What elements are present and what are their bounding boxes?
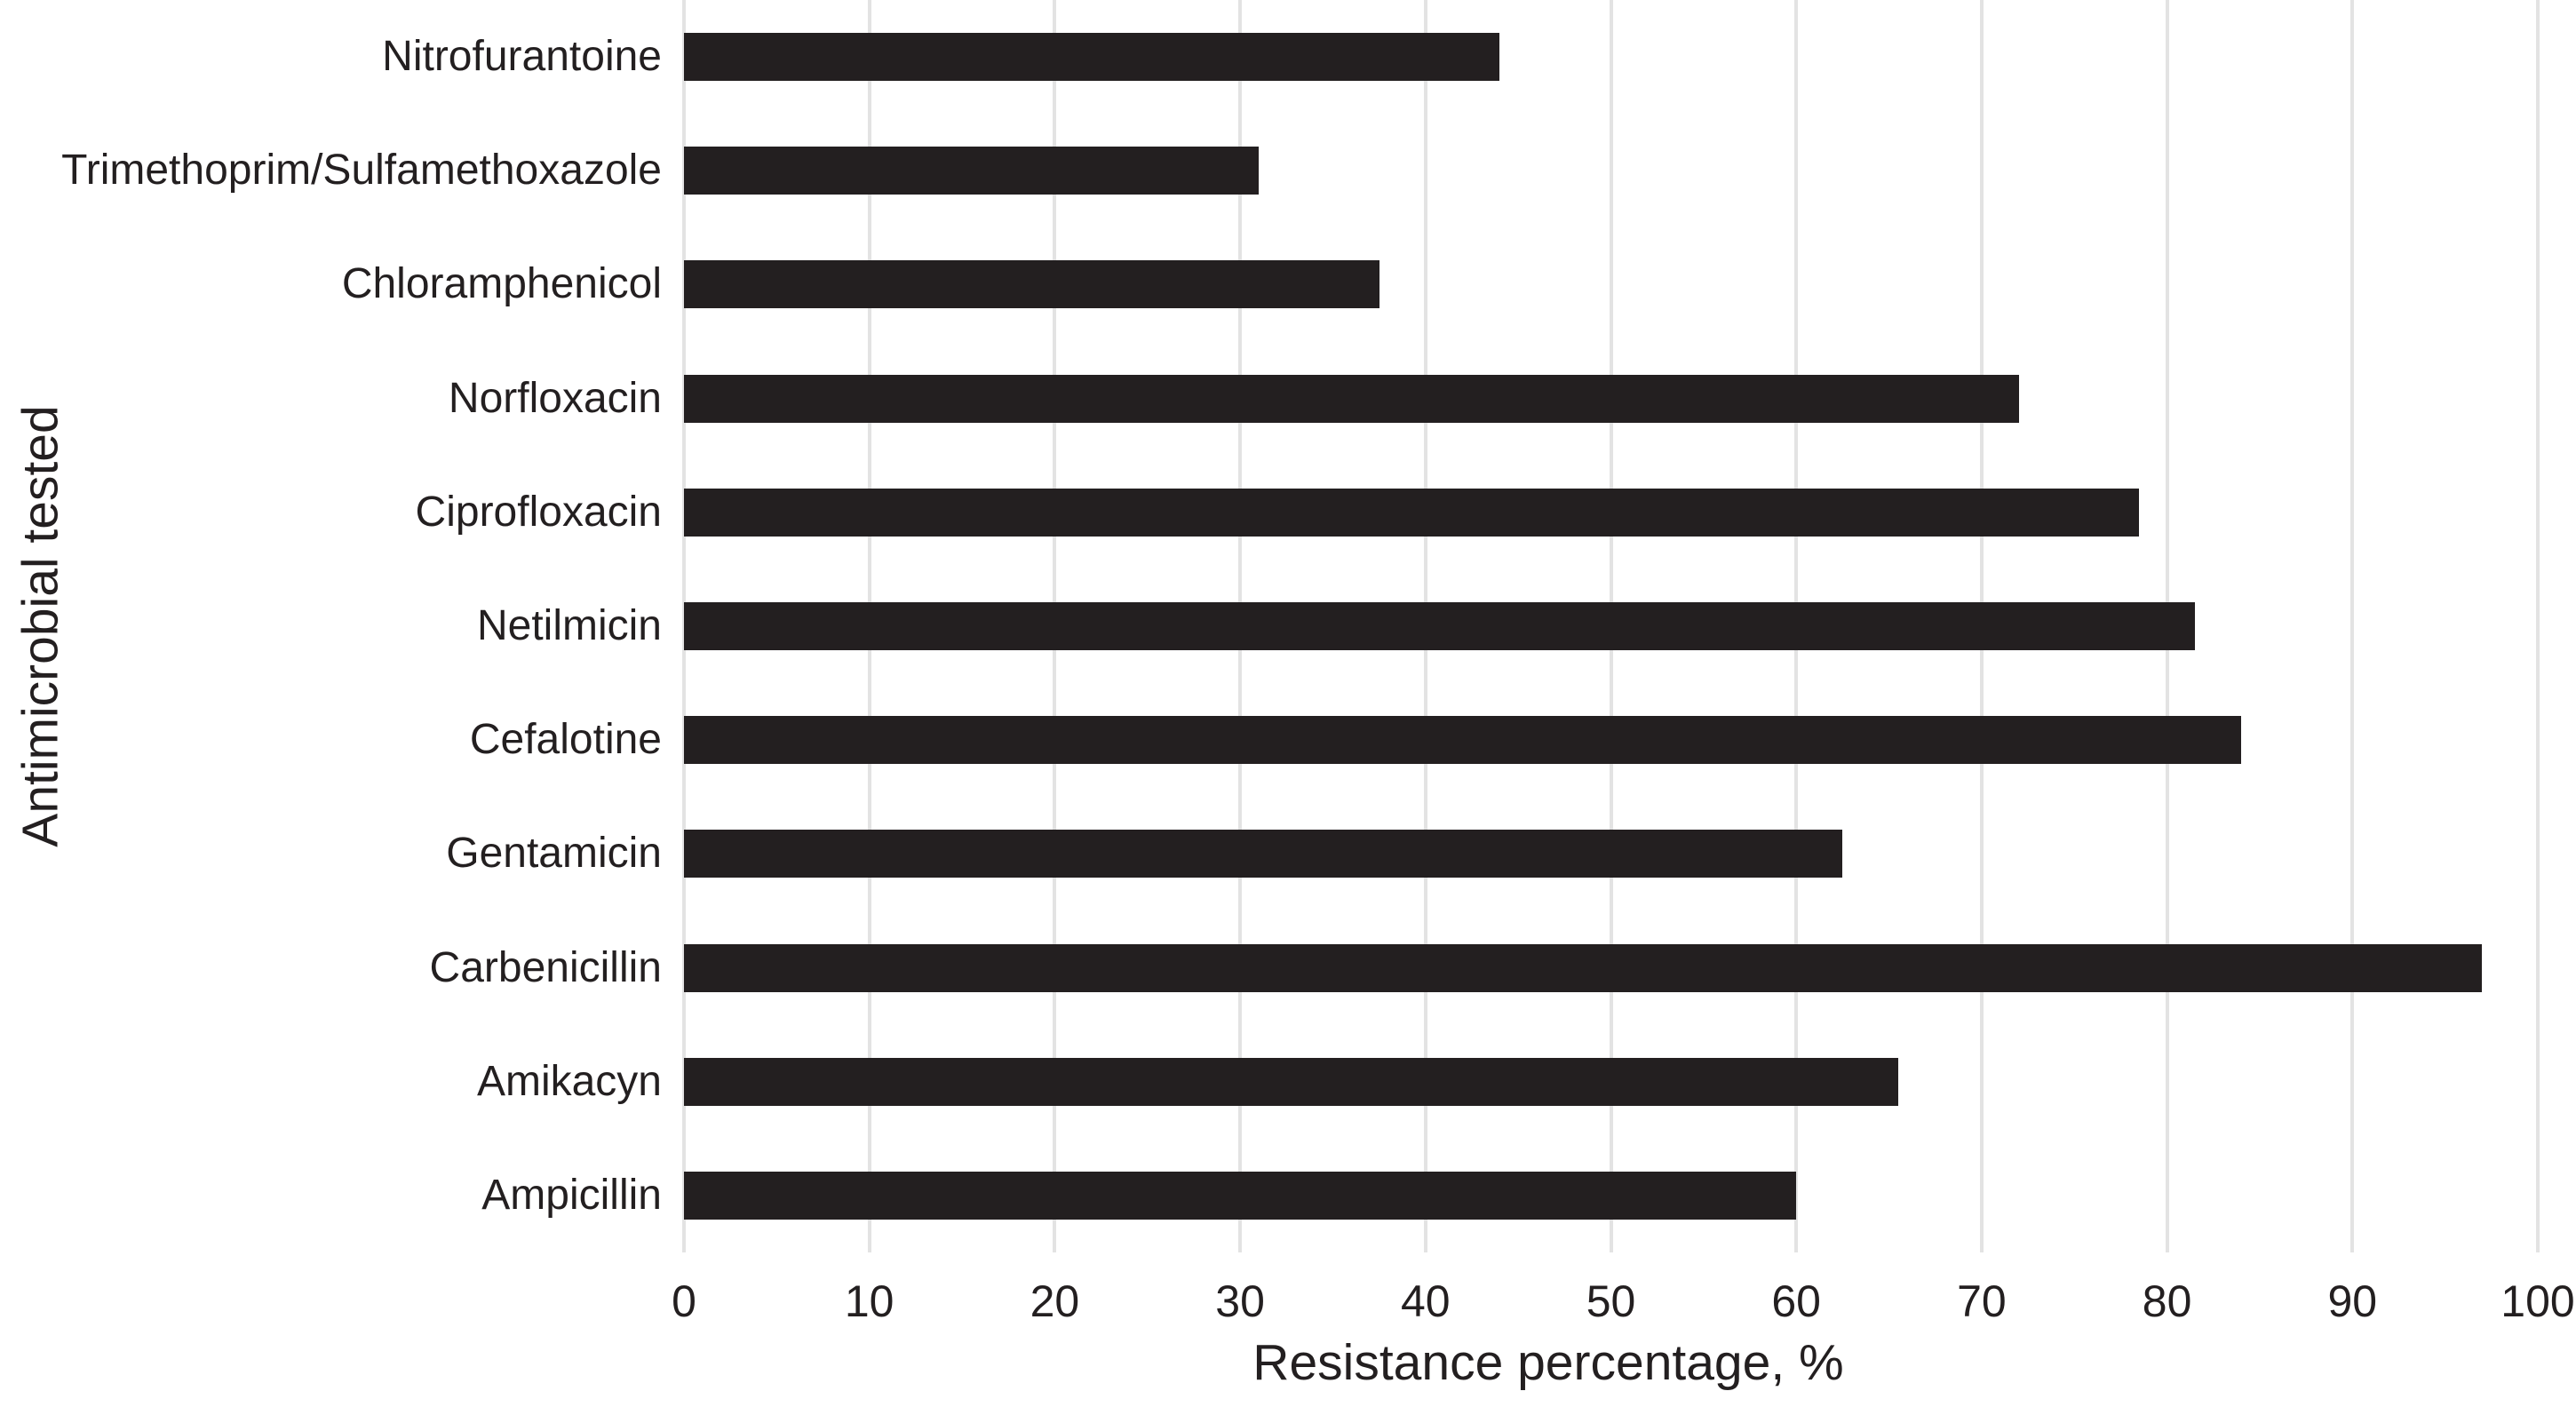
- bar-track: [684, 1171, 2538, 1220]
- category-label: Chloramphenicol: [341, 260, 662, 308]
- category-label: Norfloxacin: [448, 374, 662, 422]
- category-label: Ampicillin: [481, 1171, 662, 1219]
- bar-rows: Nitrofurantoine Trimethoprim/Sulfamethoxa…: [0, 0, 2538, 1252]
- bar: [684, 943, 2483, 992]
- chart-row: Amikacyn: [0, 1025, 2538, 1139]
- x-tick-label: 20: [1030, 1276, 1080, 1326]
- category-label: Carbenicillin: [429, 943, 662, 991]
- bar-track: [684, 147, 2538, 195]
- x-tick-label: 80: [2142, 1276, 2192, 1326]
- x-axis-ticks: 0 10 20 30 40 50 60 70 80 90 100: [672, 1276, 2575, 1332]
- bar-track: [684, 374, 2538, 423]
- x-axis-title: Resistance percentage, %: [1252, 1334, 1844, 1391]
- chart-row: Norfloxacin: [0, 342, 2538, 456]
- category-label: Trimethoprim/Sulfamethoxazole: [61, 147, 662, 195]
- gridline: [2350, 0, 2355, 1252]
- bar: [684, 1171, 1797, 1220]
- category-label: Gentamicin: [446, 830, 662, 878]
- bar: [684, 488, 2140, 537]
- y-axis-title: Antimicrobial tested: [12, 405, 69, 847]
- bar-track: [684, 830, 2538, 878]
- chart-row: Netilmicin: [0, 569, 2538, 683]
- bar: [684, 716, 2242, 765]
- chart-row: Trimethoprim/Sulfamethoxazole: [0, 114, 2538, 227]
- bar: [684, 1057, 1898, 1106]
- bar-track: [684, 1057, 2538, 1106]
- bar-track: [684, 488, 2538, 537]
- chart-row: Nitrofurantoine: [0, 0, 2538, 114]
- chart-row: Ciprofloxacin: [0, 456, 2538, 569]
- x-tick-label: 40: [1400, 1276, 1451, 1326]
- bar: [684, 147, 1259, 195]
- bar-track: [684, 33, 2538, 82]
- x-tick-label: 90: [2327, 1276, 2378, 1326]
- chart-row: Chloramphenicol: [0, 227, 2538, 341]
- category-label: Amikacyn: [476, 1057, 662, 1105]
- gridline: [2536, 0, 2540, 1252]
- category-label: Nitrofurantoine: [382, 33, 662, 81]
- bar: [684, 33, 1500, 82]
- bar: [684, 602, 2195, 651]
- x-tick-label: 0: [672, 1276, 696, 1326]
- x-tick-label: 60: [1771, 1276, 1821, 1326]
- x-tick-label: 10: [844, 1276, 894, 1326]
- chart-row: Carbenicillin: [0, 911, 2538, 1025]
- x-tick-label: 100: [2500, 1276, 2575, 1326]
- chart-row: Gentamicin: [0, 797, 2538, 910]
- bar: [684, 830, 1843, 878]
- x-tick-label: 30: [1215, 1276, 1265, 1326]
- bar-track: [684, 260, 2538, 309]
- bar-track: [684, 943, 2538, 992]
- chart-row: Ampicillin: [0, 1139, 2538, 1252]
- x-tick-label: 70: [1957, 1276, 2007, 1326]
- bar-track: [684, 716, 2538, 765]
- category-label: Cefalotine: [469, 716, 662, 764]
- category-label: Ciprofloxacin: [415, 488, 662, 536]
- x-tick-label: 50: [1586, 1276, 1636, 1326]
- category-label: Netilmicin: [476, 602, 662, 650]
- bar: [684, 260, 1379, 309]
- bar: [684, 374, 2019, 423]
- bar-track: [684, 602, 2538, 651]
- chart-row: Cefalotine: [0, 683, 2538, 797]
